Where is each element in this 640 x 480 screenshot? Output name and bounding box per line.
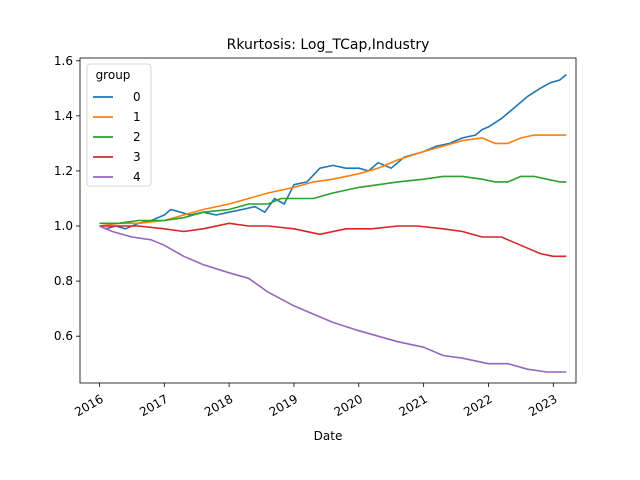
x-axis: 2016 2017 2018 2019 2020 2021 2022 2023 [72,383,560,419]
x-tick-label: 2019 [267,392,300,419]
x-tick-label: 2018 [202,392,235,419]
x-tick-label: 2023 [526,392,559,419]
x-tick-label: 2016 [72,392,105,419]
series-line-0 [99,73,567,230]
y-tick-label: 0.8 [54,274,73,288]
legend-label-2: 2 [133,130,141,144]
legend-label-0: 0 [133,90,141,104]
legend-label-4: 4 [133,170,141,184]
series-line-4 [99,225,567,373]
x-tick-label: 2020 [332,392,365,419]
plot-frame [79,57,577,384]
legend-label-1: 1 [133,110,141,124]
chart-title: Rkurtosis: Log_TCap,Industry [227,37,430,53]
legend-label-3: 3 [133,150,141,164]
series-layer [99,73,567,373]
x-axis-label: Date [314,429,343,443]
x-tick-label: 2017 [137,392,170,419]
y-axis: 0.6 0.8 1.0 1.2 1.4 1.6 [54,54,80,343]
y-tick-label: 1.2 [54,164,73,178]
y-tick-label: 1.6 [54,54,73,68]
y-tick-label: 1.4 [54,109,73,123]
legend-title: group [96,68,131,82]
x-tick-label: 2021 [396,392,429,419]
x-tick-label: 2022 [461,392,494,419]
series-line-3 [99,222,567,258]
y-tick-label: 0.6 [54,329,73,343]
axes-layer [79,57,577,384]
y-tick-label: 1.0 [54,219,73,233]
series-line-2 [99,175,567,225]
legend-box [86,63,152,187]
series-line-1 [99,134,567,227]
